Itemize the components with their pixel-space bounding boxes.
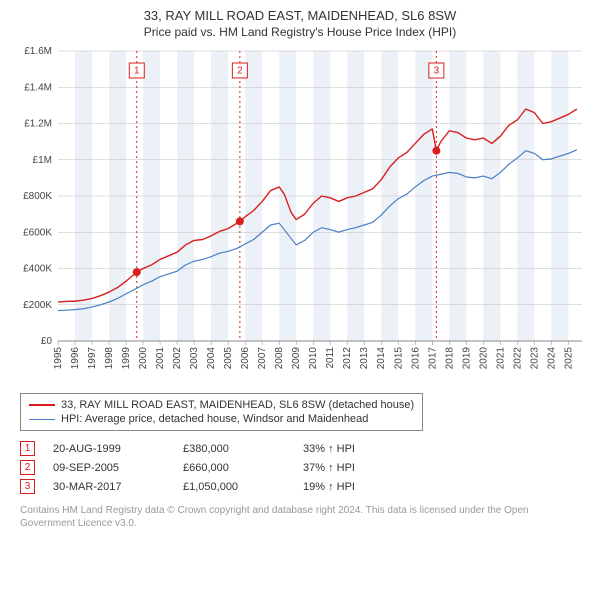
svg-text:2005: 2005: [223, 347, 234, 370]
event-row: 1 20-AUG-1999£380,00033% ↑ HPI: [20, 439, 580, 458]
svg-text:3: 3: [434, 66, 440, 77]
svg-text:£1.4M: £1.4M: [24, 82, 52, 93]
svg-text:2019: 2019: [461, 347, 472, 370]
svg-text:2013: 2013: [359, 347, 370, 370]
event-marker: 3: [20, 479, 35, 494]
legend-item: HPI: Average price, detached house, Wind…: [29, 412, 414, 426]
event-delta: 33% ↑ HPI: [303, 443, 355, 455]
svg-text:1999: 1999: [121, 347, 132, 370]
svg-text:£1.6M: £1.6M: [24, 46, 52, 57]
svg-text:2010: 2010: [308, 347, 319, 370]
svg-text:2001: 2001: [155, 347, 166, 370]
svg-text:2022: 2022: [512, 347, 523, 370]
svg-text:£200K: £200K: [23, 300, 52, 311]
svg-text:1998: 1998: [104, 347, 115, 370]
event-marker: 1: [20, 441, 35, 456]
svg-text:1: 1: [134, 66, 140, 77]
svg-text:2011: 2011: [325, 347, 336, 369]
svg-text:2000: 2000: [138, 347, 149, 370]
svg-text:2018: 2018: [444, 347, 455, 370]
svg-text:1997: 1997: [87, 347, 98, 370]
svg-text:2021: 2021: [495, 347, 506, 370]
chart-plot: £0 £200K £400K £600K £800K £1M £1.2M £1.4M £1.6M…: [10, 45, 590, 385]
legend-label: 33, RAY MILL ROAD EAST, MAIDENHEAD, SL6 …: [61, 399, 414, 411]
svg-text:2023: 2023: [529, 347, 540, 370]
event-row: 2 09-SEP-2005£660,00037% ↑ HPI: [20, 458, 580, 477]
svg-text:£800K: £800K: [23, 191, 52, 202]
legend-label: HPI: Average price, detached house, Wind…: [61, 413, 368, 425]
svg-text:2017: 2017: [427, 347, 438, 370]
event-date: 20-AUG-1999: [53, 443, 183, 455]
legend-swatch: [29, 404, 55, 406]
svg-text:£400K: £400K: [23, 264, 52, 275]
event-date: 30-MAR-2017: [53, 481, 183, 493]
svg-text:£600K: £600K: [23, 227, 52, 238]
svg-text:£0: £0: [41, 336, 53, 347]
chart-subtitle: Price paid vs. HM Land Registry's House …: [10, 25, 590, 39]
legend-item: 33, RAY MILL ROAD EAST, MAIDENHEAD, SL6 …: [29, 398, 414, 412]
event-price: £1,050,000: [183, 481, 303, 493]
event-delta: 37% ↑ HPI: [303, 462, 355, 474]
svg-text:2012: 2012: [342, 347, 353, 370]
event-marker: 2: [20, 460, 35, 475]
legend: 33, RAY MILL ROAD EAST, MAIDENHEAD, SL6 …: [20, 393, 423, 431]
svg-text:2025: 2025: [563, 347, 574, 370]
legend-swatch: [29, 419, 55, 420]
svg-text:2006: 2006: [240, 347, 251, 370]
svg-text:2008: 2008: [274, 347, 285, 370]
event-list: 1 20-AUG-1999£380,00033% ↑ HPI 2 09-SEP-200…: [20, 439, 580, 496]
svg-text:2014: 2014: [376, 347, 387, 370]
svg-text:2003: 2003: [189, 347, 200, 370]
svg-text:1996: 1996: [70, 347, 81, 370]
svg-text:2: 2: [237, 66, 243, 77]
svg-text:£1.2M: £1.2M: [24, 119, 52, 130]
event-delta: 19% ↑ HPI: [303, 481, 355, 493]
svg-text:2009: 2009: [291, 347, 302, 370]
event-date: 09-SEP-2005: [53, 462, 183, 474]
svg-text:1995: 1995: [53, 347, 64, 370]
svg-text:£1M: £1M: [33, 155, 52, 166]
event-price: £380,000: [183, 443, 303, 455]
svg-text:2020: 2020: [478, 347, 489, 370]
chart-container: 33, RAY MILL ROAD EAST, MAIDENHEAD, SL6 …: [0, 0, 600, 540]
chart-title: 33, RAY MILL ROAD EAST, MAIDENHEAD, SL6 …: [10, 8, 590, 23]
event-price: £660,000: [183, 462, 303, 474]
svg-text:2015: 2015: [393, 347, 404, 370]
svg-text:2004: 2004: [206, 347, 217, 370]
event-row: 3 30-MAR-2017£1,050,00019% ↑ HPI: [20, 477, 580, 496]
svg-text:2007: 2007: [257, 347, 268, 370]
footnote: Contains HM Land Registry data © Crown c…: [20, 504, 580, 530]
svg-text:2024: 2024: [546, 347, 557, 370]
svg-text:2002: 2002: [172, 347, 183, 370]
svg-text:2016: 2016: [410, 347, 421, 370]
